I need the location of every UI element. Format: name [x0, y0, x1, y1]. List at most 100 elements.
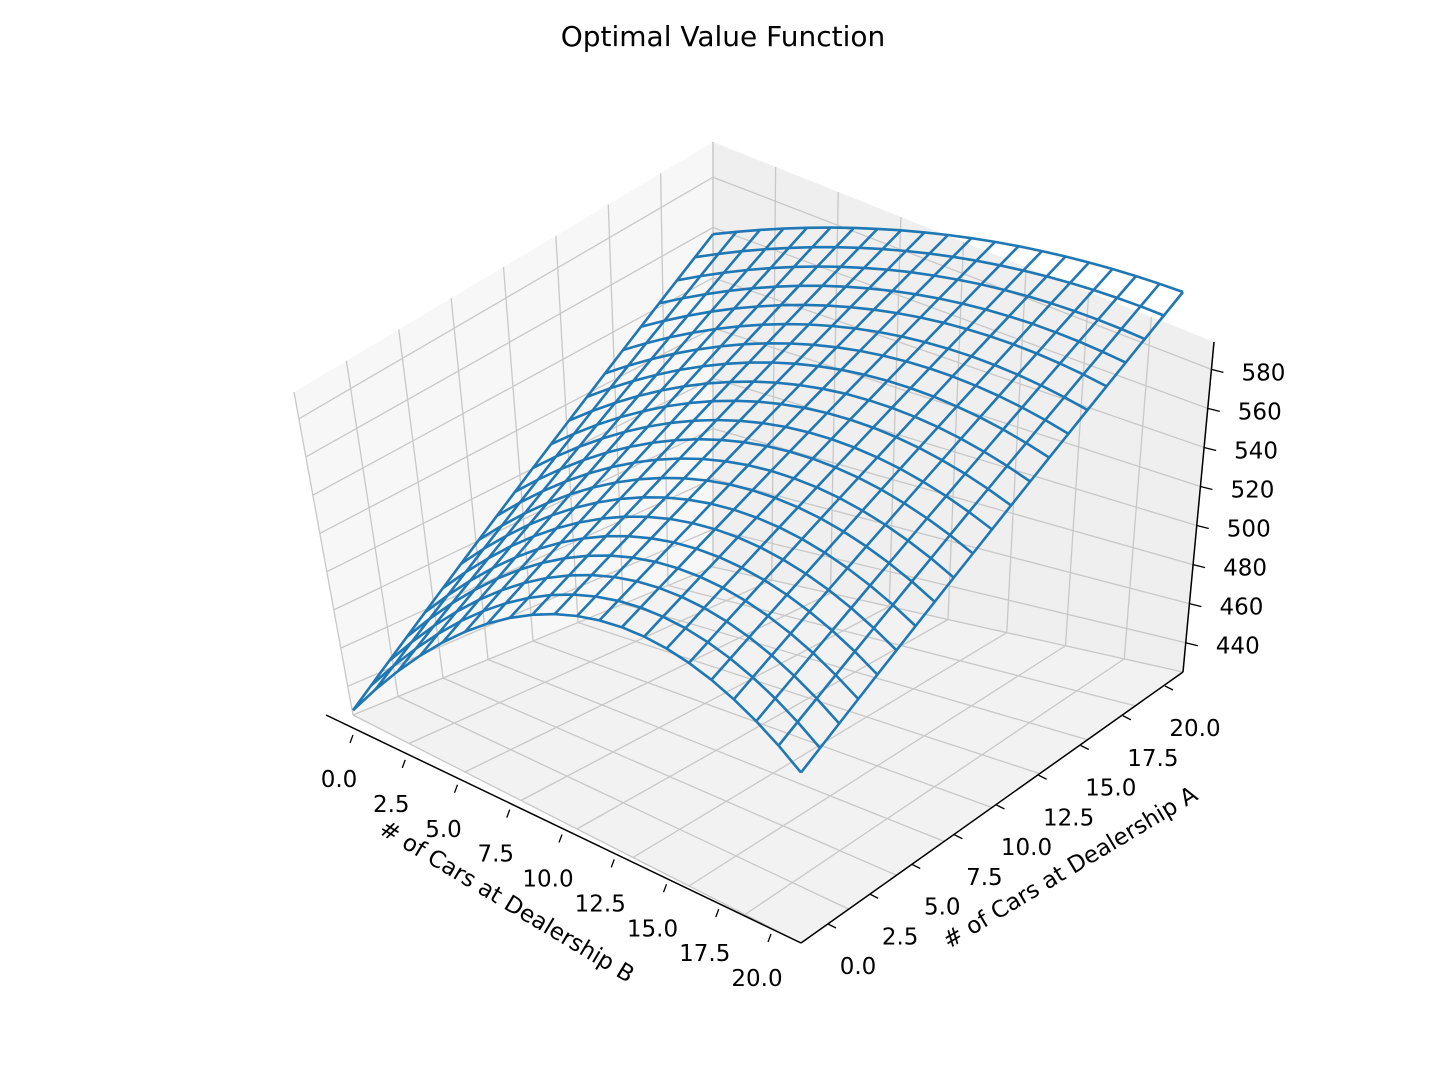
z-tick-label: 460 [1219, 595, 1263, 621]
floor-grid-y [442, 677, 897, 876]
surface-line-x [688, 255, 1067, 664]
surface-line-x [576, 234, 949, 617]
z-tick-label: 440 [1216, 634, 1260, 660]
z-axis: 440 460 480 500 520 540 560 580 [1182, 341, 1285, 673]
surface-line-x [351, 233, 715, 712]
x-tick [767, 933, 772, 943]
z-axis-line [1182, 341, 1215, 673]
z-tick [1200, 485, 1213, 491]
surface-line-x [553, 231, 926, 615]
surface-line-x [419, 227, 785, 657]
wall-grid-z [298, 176, 1212, 420]
z-tick [1203, 446, 1217, 452]
wireframe-surface [351, 226, 1185, 774]
x-tick [610, 859, 615, 868]
x-tick-label: 0.0 [321, 767, 358, 793]
z-tick [1185, 642, 1198, 647]
x-tick [349, 734, 354, 744]
floor-grid-y [487, 658, 945, 842]
wall-grid-z [312, 277, 1205, 496]
x-tick-label: 17.5 [679, 941, 730, 967]
y-tick [954, 834, 963, 840]
x-tick-label: 12.5 [575, 891, 626, 917]
wall-grid-z [333, 427, 1194, 611]
x-tick-label: 10.0 [522, 867, 573, 893]
y-tick-label: 12.5 [1043, 805, 1094, 831]
surface-line-x [799, 291, 1185, 774]
z-tick-label: 540 [1234, 438, 1278, 464]
z-tick [1196, 524, 1209, 530]
back-panes [294, 142, 1214, 943]
floor-grid-y [712, 566, 1184, 673]
z-tick [1192, 563, 1206, 569]
x-tick [401, 759, 406, 769]
y-tick [1038, 774, 1047, 780]
floor-grid-y [622, 603, 1088, 741]
surface-line-x [441, 226, 808, 644]
left-pane [294, 142, 713, 715]
left-wall-grid-y [345, 360, 399, 697]
surface-line-x [777, 282, 1161, 747]
x-tick [558, 834, 563, 843]
x-axis-line [325, 714, 802, 944]
floor-pane [353, 567, 1183, 943]
x-tick [506, 809, 511, 818]
surface-line-x [374, 230, 738, 691]
x-axis: 0.0 2.5 5.0 7.5 10.012.515.017.520.0 [321, 714, 802, 992]
right-wall-grid-x [771, 166, 777, 581]
surface-line-x [531, 229, 902, 616]
y-tick-label: 7.5 [966, 865, 1003, 891]
surface-line-x [508, 227, 879, 619]
left-wall-grid-y [398, 329, 444, 679]
x-tick [453, 784, 459, 793]
right-wall-grid-x [1006, 266, 1027, 633]
right-wall-grid-x [888, 216, 902, 607]
z-tick-label: 560 [1238, 399, 1282, 425]
y-axis: 0.02.55.07.5 10.0 12.5 15.0 17.5 20.0 [800, 671, 1221, 980]
chart-title: Optimal Value Function [561, 20, 886, 53]
right-wall-grid-x [1064, 291, 1090, 646]
z-tick [1211, 368, 1224, 373]
y-tick [1122, 715, 1132, 721]
x-tick [715, 908, 720, 918]
surface-line-x [464, 226, 832, 633]
y-tick-label: 2.5 [882, 924, 919, 950]
y-tick-label: 17.5 [1127, 746, 1178, 772]
y-axis-line [800, 671, 1184, 944]
left-wall-grid-y [293, 391, 354, 716]
surface-line-x [732, 268, 1114, 701]
z-tick-label: 520 [1230, 477, 1274, 503]
z-tick-label: 500 [1227, 517, 1271, 543]
floor-grid-y [397, 695, 850, 910]
surface-line-x [755, 275, 1137, 723]
surface-line-x [710, 261, 1090, 681]
floor-grid-y [352, 714, 802, 944]
x-tick-label: 20.0 [731, 966, 782, 992]
x-tick-label: 2.5 [373, 792, 410, 818]
y-tick [827, 923, 837, 929]
y-tick [1080, 744, 1090, 751]
x-tick [662, 884, 668, 893]
z-tick-label: 580 [1241, 360, 1285, 386]
y-tick [869, 893, 879, 899]
y-tick [996, 804, 1005, 810]
wall-grid-z [340, 478, 1190, 649]
z-tick-label: 480 [1223, 556, 1267, 582]
floor-grid-y [532, 640, 993, 809]
wall-grid-z [319, 327, 1201, 535]
surface-line-x [486, 227, 855, 625]
y-tick-label: 10.0 [1001, 835, 1052, 861]
y-tick-label: 0.0 [840, 954, 877, 980]
left-wall-grid-y [659, 173, 669, 586]
x-tick-label: 7.5 [477, 842, 514, 868]
y-tick-label: 15.0 [1085, 776, 1136, 802]
right-pane [713, 142, 1214, 672]
y-tick-label: 20.0 [1169, 716, 1220, 742]
right-wall-grid-x [1123, 316, 1153, 659]
surface-line-x [396, 229, 761, 673]
x-tick-label: 5.0 [425, 817, 462, 843]
floor-grid-y [577, 621, 1040, 775]
y-tick [911, 863, 921, 870]
surface-line-x [643, 245, 1020, 638]
